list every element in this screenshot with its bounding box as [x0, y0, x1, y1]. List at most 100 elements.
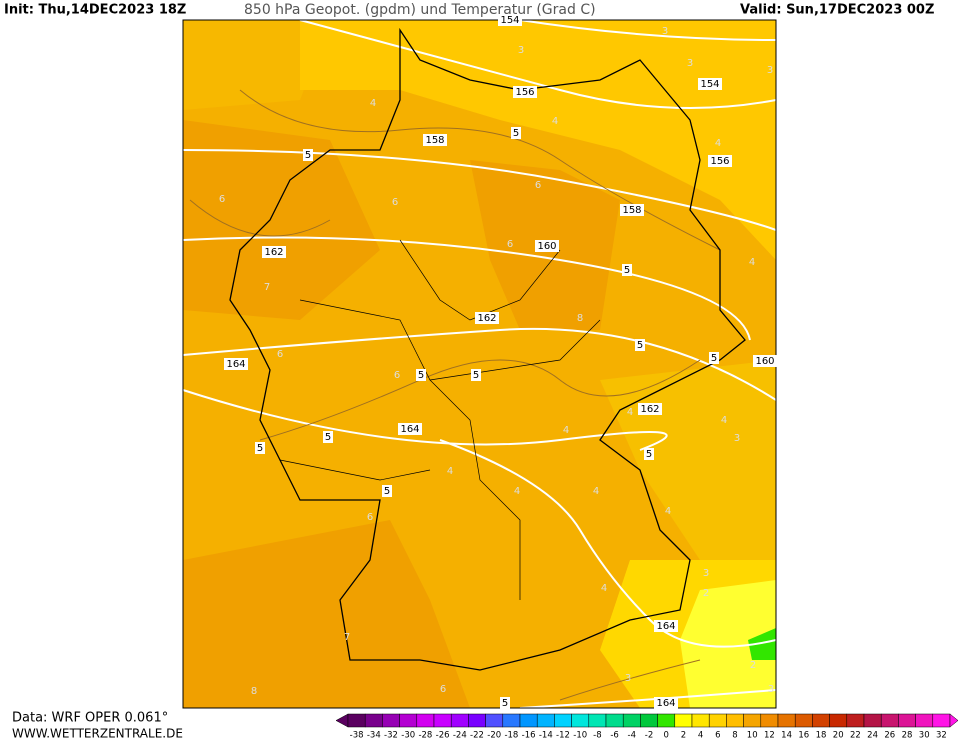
temperature-label: 4 [593, 486, 599, 497]
colorbar-swatch [640, 713, 658, 728]
temperature-label-box [471, 369, 481, 381]
geopotential-label: 164 [656, 698, 675, 709]
temperature-label-box [255, 442, 265, 454]
geopotential-label: 156 [515, 87, 534, 98]
temperature-label: 4 [665, 506, 671, 517]
colorbar-label: 20 [833, 731, 844, 741]
temperature-label: 6 [535, 180, 541, 191]
colorbar-swatch [554, 713, 572, 728]
geopotential-label-box [513, 86, 537, 98]
website: WWW.WETTERZENTRALE.DE [12, 727, 183, 741]
temperature-label-box [511, 127, 521, 139]
colorbar-label: -34 [367, 731, 381, 741]
temperature-label: 4 [627, 407, 633, 418]
temperature-label: 7 [344, 632, 350, 643]
temp-field [748, 628, 776, 660]
temperature-label: 6 [440, 684, 446, 695]
temperature-label: 3 [734, 433, 740, 444]
geopotential-label-box [654, 620, 678, 632]
colorbar-label: 24 [867, 731, 878, 741]
temperature-label: 3 [767, 65, 773, 76]
geopotential-label: 164 [656, 621, 675, 632]
geopotential-label: 160 [755, 356, 774, 367]
colorbar-label: 16 [798, 731, 809, 741]
temperature-label-box [323, 431, 333, 443]
geopotential-label-box [423, 134, 447, 146]
geopotential-label-box [535, 240, 559, 252]
geopotential-label: 156 [710, 156, 729, 167]
geopotential-label: 162 [477, 313, 496, 324]
colorbar-swatch [605, 713, 624, 728]
temperature-label: 4 [749, 257, 755, 268]
geopotential-label: 154 [500, 15, 519, 26]
colorbar-swatch [812, 713, 830, 728]
geopotential-label-box [475, 312, 499, 324]
temperature-label-box [644, 448, 654, 460]
colorbar-label: -4 [628, 731, 636, 741]
colorbar-label: 10 [747, 731, 758, 741]
colorbar-swatch [777, 713, 796, 728]
colorbar-label: -26 [436, 731, 450, 741]
colorbar-swatch [450, 713, 469, 728]
colorbar-swatch [794, 713, 813, 728]
colorbar-label: 8 [732, 731, 737, 741]
geopotential-label-box [620, 204, 644, 216]
geopotential-label: 162 [264, 247, 283, 258]
colorbar-label: -28 [418, 731, 432, 741]
temperature-label-box [382, 485, 392, 497]
temperature-label: 7 [264, 282, 270, 293]
temperature-label-box [500, 697, 510, 709]
temperature-label-box [622, 264, 632, 276]
geopotential-label: 160 [537, 241, 556, 252]
temperature-label: 5 [305, 150, 311, 161]
colorbar-label: -10 [573, 731, 587, 741]
colorbar-label: 2 [681, 731, 686, 741]
colorbar-swatch [622, 713, 641, 728]
temperature-label: 6 [394, 370, 400, 381]
colorbar-label: -18 [504, 731, 518, 741]
colorbar-arrow [335, 713, 349, 728]
temperature-label: 5 [513, 128, 519, 139]
colorbar-label: -24 [453, 731, 467, 741]
colorbar-swatch [536, 713, 555, 728]
colorbar-label: -14 [539, 731, 553, 741]
valid-time: Valid: Sun,17DEC2023 00Z [740, 3, 934, 18]
colorbar-label: -2 [645, 731, 653, 741]
colorbar-label: 22 [850, 731, 861, 741]
colorbar-swatch [743, 713, 762, 728]
colorbar-swatch [726, 713, 744, 728]
country-border [229, 27, 746, 671]
colorbar-label: -16 [522, 731, 536, 741]
temperature-label: 4 [514, 486, 520, 497]
temperature-label: 5 [325, 432, 331, 443]
colorbar-label: 6 [715, 731, 720, 741]
temperature-label: 2 [750, 660, 756, 671]
colorbar-swatch [347, 713, 366, 728]
colorbar-label: -30 [401, 731, 415, 741]
colorbar-swatch [519, 713, 538, 728]
colorbar: -38 -34 -32 -30 -28 -26 -24 -22 -20 -18 -16 -14 -12-… [335, 713, 959, 741]
init-time: Init: Thu,14DEC2023 18Z [4, 3, 186, 18]
temperature-label: 5 [711, 353, 717, 364]
temperature-label: 5 [418, 370, 424, 381]
geopotential-label-box [224, 358, 248, 370]
temperature-label-box [709, 352, 719, 364]
colorbar-label: 30 [919, 731, 930, 741]
colorbar-swatch [829, 713, 848, 728]
temperature-label: 3 [687, 58, 693, 69]
colorbar-swatch [880, 713, 899, 728]
temperature-contours [189, 89, 721, 701]
geopotential-label: 158 [622, 205, 641, 216]
colorbar-swatch [846, 713, 865, 728]
geopotential-label: 158 [425, 135, 444, 146]
colorbar-swatch [416, 713, 435, 728]
colorbar-swatch [382, 713, 400, 728]
colorbar-label: 12 [764, 731, 775, 741]
geopotential-label-box [638, 403, 662, 415]
temperature-label: 4 [721, 415, 727, 426]
colorbar-swatch [588, 713, 607, 728]
colorbar-label: 18 [816, 731, 827, 741]
colorbar-label: 26 [884, 731, 895, 741]
geopotential-contours [182, 19, 777, 709]
